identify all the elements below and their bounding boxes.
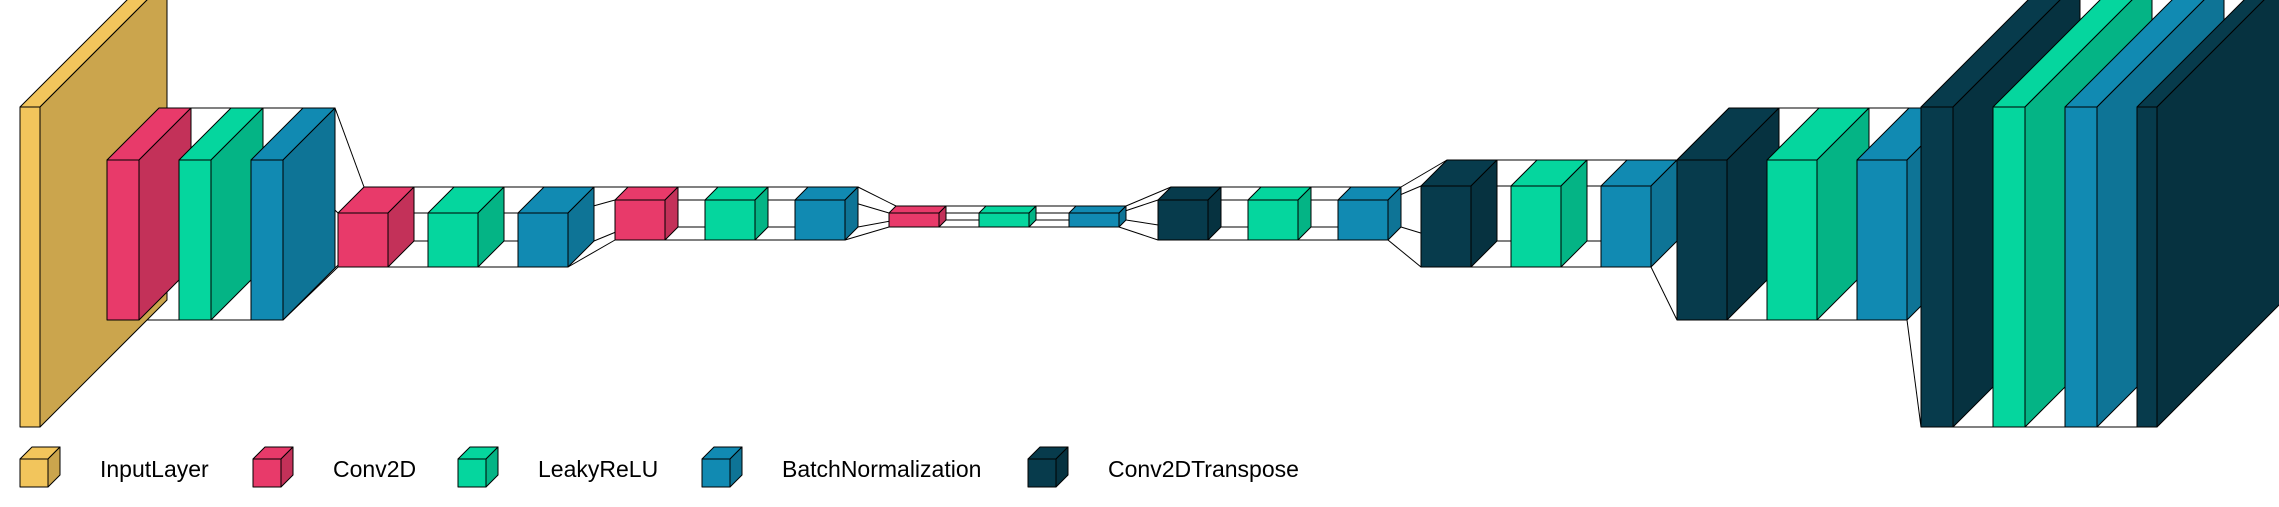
layer-block-20-relu-front	[1766, 159, 1818, 321]
connector-3-back-top	[334, 107, 365, 188]
legend-label-leakyrelu: LeakyReLU	[538, 456, 658, 482]
layer-block-2-relu-front	[178, 159, 212, 321]
layer-block-4-conv	[337, 186, 415, 268]
connector-6-front-bottom	[567, 239, 616, 268]
connector-21-front-bottom	[1906, 319, 1922, 428]
legend-swatch-batchnormalization	[701, 446, 743, 488]
legend-item-inputlayer: InputLayer	[19, 446, 209, 488]
layer-block-10-conv-top	[888, 205, 947, 214]
legend-swatch-cube-2	[457, 446, 499, 488]
layer-block-25-deconv-front	[2136, 106, 2158, 428]
layer-block-24-bn-front	[2064, 106, 2098, 428]
legend-swatch-inputlayer	[19, 446, 61, 488]
layer-block-13-deconv	[1157, 186, 1222, 241]
layer-block-3-bn	[250, 107, 336, 321]
legend-swatch-cube-3-front	[701, 458, 731, 488]
connector-9-front-bottom	[844, 226, 890, 241]
legend-item-batchnormalization: BatchNormalization	[701, 446, 981, 488]
layer-block-23-relu-front	[1992, 106, 2026, 428]
legend-label-batchnormalization: BatchNormalization	[782, 456, 981, 482]
layer-block-14-relu	[1247, 186, 1312, 241]
layer-block-7-conv	[614, 186, 679, 241]
connector-12-back-top	[1125, 186, 1172, 207]
layer-block-0-input-front	[19, 106, 41, 428]
legend-item-conv2dtranspose: Conv2DTranspose	[1027, 446, 1299, 488]
layer-block-8-relu-front	[704, 199, 756, 241]
legend-swatch-conv2d	[252, 446, 294, 488]
layer-block-21-bn-front	[1856, 159, 1908, 321]
legend-swatch-cube-3	[701, 446, 743, 488]
layer-block-6-bn	[517, 186, 595, 268]
layer-block-11-relu	[978, 205, 1037, 228]
legend-label-conv2d: Conv2D	[333, 456, 416, 482]
layer-block-3-bn-front	[250, 159, 284, 321]
layer-block-5-relu	[427, 186, 505, 268]
layer-block-12-bn-top	[1068, 205, 1127, 214]
layer-block-9-bn-front	[794, 199, 846, 241]
connector-18-front-bottom	[1650, 266, 1678, 321]
legend-swatch-cube-0	[19, 446, 61, 488]
layer-block-25-deconv	[2136, 0, 2279, 428]
legend-item-conv2d: Conv2D	[252, 446, 416, 488]
legend-swatch-cube-0-front	[19, 458, 49, 488]
layer-block-12-bn	[1068, 205, 1127, 228]
layer-block-6-bn-front	[517, 212, 569, 268]
layer-block-8-relu	[704, 186, 769, 241]
connector-12-front-bottom	[1118, 226, 1159, 241]
layer-block-2-relu	[178, 107, 264, 321]
legend-item-leakyrelu: LeakyReLU	[457, 446, 658, 488]
layer-block-16-deconv	[1420, 159, 1498, 268]
layer-block-20-relu	[1766, 107, 1870, 321]
layer-block-14-relu-front	[1247, 199, 1299, 241]
connector-15-back-top	[1400, 159, 1448, 188]
layer-block-1-conv-front	[106, 159, 140, 321]
layer-block-19-deconv	[1676, 107, 1780, 321]
layer-block-22-deconv-front	[1920, 106, 1954, 428]
layer-block-1-conv	[106, 107, 192, 321]
legend-swatch-conv2dtranspose	[1027, 446, 1069, 488]
layer-block-17-relu-front	[1510, 185, 1562, 268]
layer-block-5-relu-front	[427, 212, 479, 268]
legend-swatch-cube-4	[1027, 446, 1069, 488]
legend-swatch-cube-1-front	[252, 458, 282, 488]
layer-block-7-conv-front	[614, 199, 666, 241]
legend-swatch-leakyrelu	[457, 446, 499, 488]
legend-label-inputlayer: InputLayer	[100, 456, 209, 482]
layer-block-12-bn-front	[1068, 212, 1120, 228]
layer-block-4-conv-front	[337, 212, 389, 268]
layer-block-17-relu	[1510, 159, 1588, 268]
legend: InputLayer Conv2D LeakyReLU BatchNormali…	[19, 446, 1299, 488]
connector-9-back-top	[857, 186, 897, 207]
layer-block-18-bn	[1600, 159, 1678, 268]
layer-block-15-bn-front	[1337, 199, 1389, 241]
legend-swatch-cube-1	[252, 446, 294, 488]
layer-block-11-relu-front	[978, 212, 1030, 228]
layer-block-15-bn	[1337, 186, 1402, 241]
legend-label-conv2dtranspose: Conv2DTranspose	[1108, 456, 1299, 482]
layer-blocks	[19, 0, 2279, 428]
layer-block-16-deconv-front	[1420, 185, 1472, 268]
layer-block-18-bn-front	[1600, 185, 1652, 268]
layer-block-10-conv	[888, 205, 947, 228]
layer-block-11-relu-top	[978, 205, 1037, 214]
legend-swatch-cube-4-front	[1027, 458, 1057, 488]
layer-block-13-deconv-front	[1157, 199, 1209, 241]
layer-block-9-bn	[794, 186, 859, 241]
connector-15-front-bottom	[1387, 239, 1422, 268]
legend-swatch-cube-2-front	[457, 458, 487, 488]
layer-block-10-conv-front	[888, 212, 940, 228]
layer-block-19-deconv-front	[1676, 159, 1728, 321]
